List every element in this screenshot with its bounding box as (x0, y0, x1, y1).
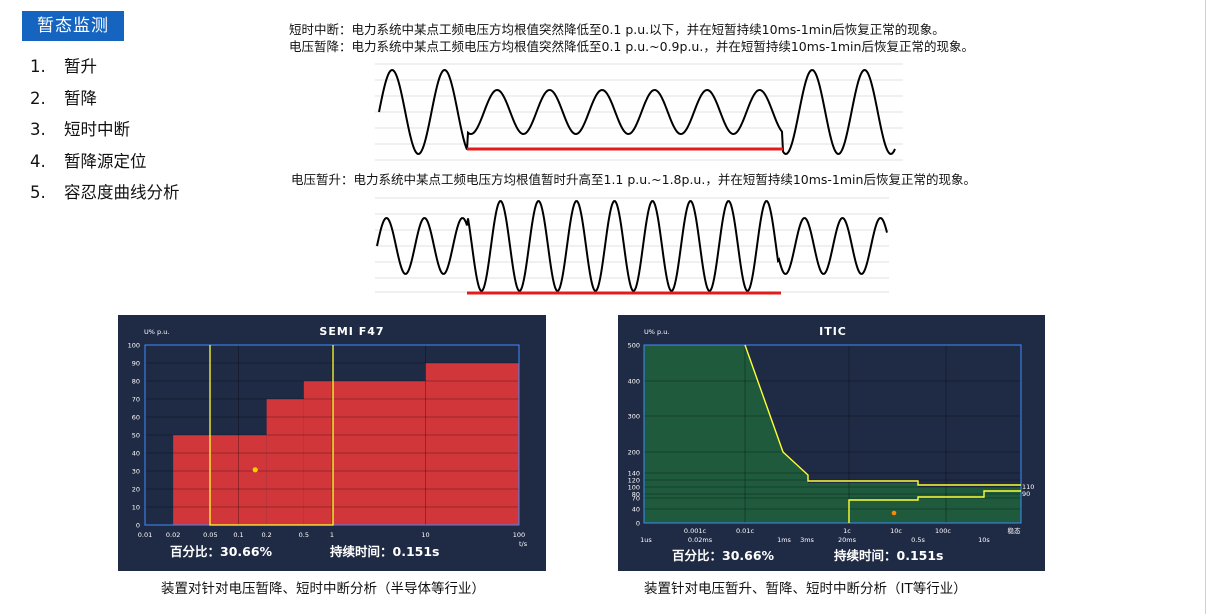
x-tick-label: 1ms (777, 536, 791, 544)
y-tick-label: 30 (132, 468, 140, 476)
y-tick-label: 10 (132, 504, 140, 512)
x-tick-label: 0.01 (138, 531, 152, 539)
list-number: 4. (30, 151, 46, 171)
tolerance-boundary (209, 345, 334, 526)
list-label: 暂升 (64, 57, 97, 76)
y-tick-label: 20 (132, 486, 140, 494)
x-tick-label: 0.05 (203, 531, 217, 539)
list-number: 3. (30, 120, 46, 139)
itic-caption: 装置针对电压暂升、暂降、短时中断分析（IT等行业） (644, 581, 967, 597)
percent-stat: 百分比：30.66% (672, 548, 775, 563)
plot-frame (643, 344, 1022, 524)
y-tick-label: 90 (132, 360, 140, 368)
y-tick-label: 500 (628, 342, 640, 350)
chart-title: SEMI F47 (319, 325, 384, 338)
y-tick-label: 70 (632, 495, 640, 503)
semi-f47-panel: SEMI F47 U% p.u. t/s 100 90 80 70 60 50 40 30 20… (118, 315, 546, 571)
event-point (252, 467, 258, 473)
page-right-border (1205, 0, 1206, 614)
percent-stat: 百分比：30.66% (170, 544, 273, 559)
x-tick-label: 0.5 (299, 531, 309, 539)
y-tick-label: 40 (632, 506, 640, 514)
x-tick-label: 20ms (838, 536, 857, 544)
y-tick-label: 80 (632, 491, 640, 499)
sag-signal-line (378, 68, 896, 156)
x-tick-label: 0.1 (233, 531, 243, 539)
list-item[interactable]: 1. 暂升 (30, 55, 180, 87)
x-tick-label: 1c (843, 527, 851, 535)
page-title: 暂态监测 (22, 11, 124, 41)
itic-panel: ITIC U% p.u. 500 400 300 200 140 120 100 80 70 40… (618, 315, 1045, 571)
y-tick-label: 70 (132, 396, 140, 404)
waveform-gridlines (375, 63, 903, 161)
tolerance-area (644, 345, 1021, 523)
x-tick-label: 10 (421, 531, 429, 539)
x-tick-label: 0.01c (736, 527, 754, 535)
list-label: 暂降 (64, 88, 97, 108)
sag-waveform (375, 63, 903, 161)
topic-list: 1. 暂升 2. 暂降 3. 短时中断 4. 暂降源定位 5. 容忍度曲线分析 (30, 55, 180, 213)
x-tick-label: 0.001c (684, 527, 707, 535)
y-axis-label: U% p.u. (644, 328, 669, 336)
x-tick-label: 0.02 (166, 531, 180, 539)
tolerance-region (425, 363, 519, 525)
x-tick-label: 1 (330, 531, 334, 539)
x-tick-label: 10c (890, 527, 902, 535)
list-number: 2. (30, 88, 46, 108)
tolerance-region (173, 435, 267, 525)
list-number: 1. (30, 57, 46, 76)
y-tick-label: 80 (132, 378, 140, 386)
list-label: 短时中断 (64, 120, 130, 139)
lower-tolerance-curve (848, 490, 1021, 523)
y-axis-label: U% p.u. (144, 328, 169, 336)
x-tick-label: 100c (935, 527, 951, 535)
tolerance-region (266, 399, 304, 525)
definition-sag: 电压暂降：电力系统中某点工频电压方均根值突然降低至0.1 p.u.~0.9p.u… (289, 39, 974, 54)
lower-limit-label: 90 (1022, 490, 1030, 498)
waveform-gridlines (375, 197, 889, 293)
y-tick-label: 400 (628, 378, 640, 386)
y-tick-label: 0 (636, 520, 640, 528)
x-tick-label: 稳态 (1008, 526, 1022, 535)
duration-stat: 持续时间：0.151s (834, 548, 943, 563)
x-tick-label: 1us (640, 536, 652, 544)
list-item[interactable]: 5. 容忍度曲线分析 (30, 181, 180, 213)
list-label: 暂降源定位 (64, 151, 147, 171)
swell-waveform (375, 197, 889, 295)
event-point (891, 510, 897, 516)
chart-title: ITIC (819, 325, 847, 338)
upper-limit-label: 110 (1022, 483, 1034, 491)
x-tick-label: 0.5s (911, 536, 925, 544)
y-tick-label: 140 (628, 470, 640, 478)
x-tick-label: 0.02ms (688, 536, 713, 544)
y-tick-label: 120 (628, 477, 640, 485)
y-tick-label: 100 (628, 484, 640, 492)
y-tick-label: 60 (132, 414, 140, 422)
x-axis-label: t/s (519, 540, 528, 548)
upper-tolerance-curve (744, 344, 1021, 486)
x-tick-label: 100 (513, 531, 525, 539)
y-tick-label: 200 (628, 449, 640, 457)
semi-caption: 装置对针对电压暂降、短时中断分析（半导体等行业） (161, 581, 485, 597)
list-item[interactable]: 2. 暂降 (30, 87, 180, 119)
swell-signal-line (376, 200, 888, 292)
list-item[interactable]: 3. 短时中断 (30, 118, 180, 150)
y-tick-label: 50 (132, 432, 140, 440)
x-tick-label: 0.2 (261, 531, 271, 539)
list-item[interactable]: 4. 暂降源定位 (30, 150, 180, 182)
semi-f47-chart: SEMI F47 U% p.u. t/s 1009080706050403020… (128, 325, 528, 559)
y-tick-label: 300 (628, 413, 640, 421)
y-tick-label: 0 (136, 522, 140, 530)
itic-chart: ITIC U% p.u. 500400300200140120100807040… (628, 325, 1035, 563)
x-tick-label: 10s (978, 536, 990, 544)
definition-swell: 电压暂升：电力系统中某点工频电压方均根值暂时升高至1.1 p.u.~1.8p.u… (291, 172, 976, 187)
list-number: 5. (30, 183, 46, 202)
duration-stat: 持续时间：0.151s (330, 544, 439, 559)
list-label: 容忍度曲线分析 (64, 183, 180, 202)
y-tick-label: 100 (128, 342, 140, 350)
y-tick-label: 40 (132, 450, 140, 458)
x-tick-label: 3ms (800, 536, 814, 544)
definition-interruption: 短时中断：电力系统中某点工频电压方均根值突然降低至0.1 p.u.以下，并在短暂… (289, 22, 945, 37)
